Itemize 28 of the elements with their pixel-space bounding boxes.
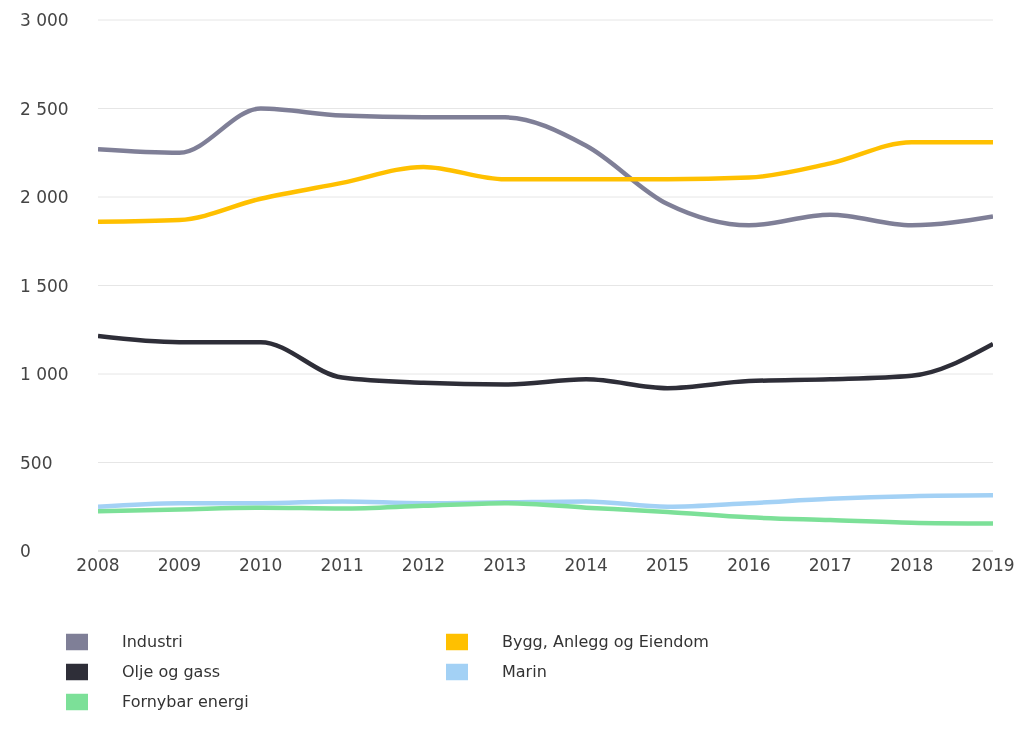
x-tick-label: 2019 — [971, 555, 1015, 576]
x-tick-label: 2015 — [645, 555, 690, 576]
legend-label: Bygg, Anlegg og Eiendom — [502, 631, 709, 651]
x-tick-label: 2018 — [890, 555, 934, 576]
y-tick-label: 0 — [20, 541, 31, 562]
y-tick-label: 2 500 — [20, 98, 69, 119]
y-tick-label: 1 500 — [20, 275, 69, 296]
x-tick-label: 2011 — [320, 555, 364, 576]
legend-label: Olje og gass — [122, 661, 221, 681]
x-tick-label: 2012 — [401, 555, 446, 576]
y-tick-label: 1 000 — [20, 364, 69, 385]
x-tick-label: 2013 — [483, 555, 527, 576]
legend-label: Fornybar energi — [122, 691, 249, 711]
x-tick-label: 2010 — [239, 555, 283, 576]
y-tick-label: 3 000 — [20, 10, 69, 31]
line-series — [98, 500, 993, 526]
legend-label: Marin — [502, 661, 547, 681]
line-series — [98, 333, 993, 391]
legend-label: Industri — [122, 631, 183, 651]
line-series — [98, 139, 993, 225]
line-series — [98, 106, 993, 228]
x-tick-label: 2016 — [727, 555, 771, 576]
y-tick-label: 2 000 — [20, 187, 69, 208]
y-tick-label: 500 — [20, 452, 53, 473]
x-tick-label: 2017 — [808, 555, 852, 576]
x-tick-label: 2009 — [157, 555, 201, 576]
x-tick-label: 2008 — [76, 555, 120, 576]
x-tick-label: 2014 — [564, 555, 608, 576]
